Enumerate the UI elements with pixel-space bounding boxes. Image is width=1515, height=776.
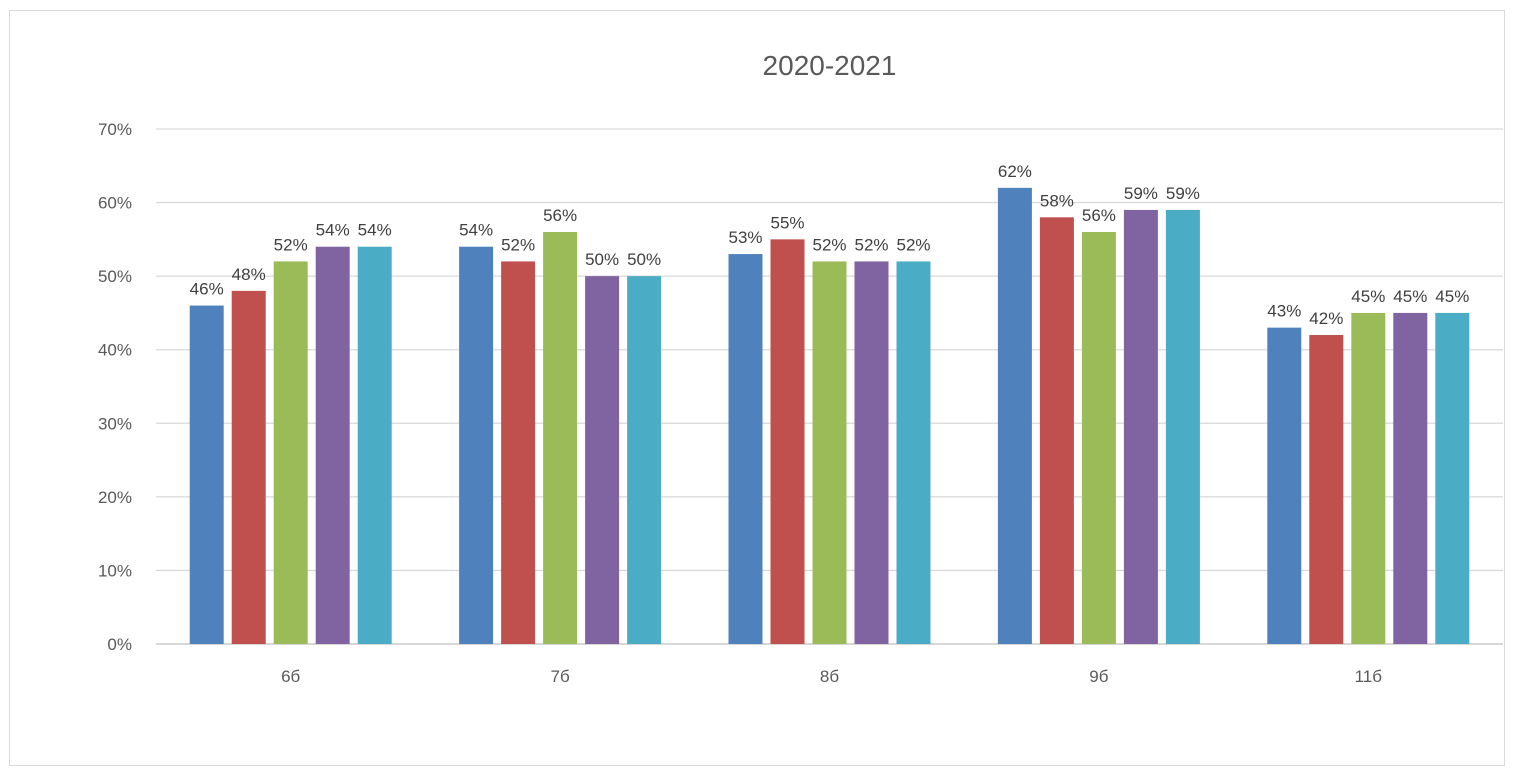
y-tick-label: 10% [98,561,132,580]
bar [627,276,662,644]
bar [585,276,620,644]
data-labels: 46% 48% 52% 54% 54% 54% 52% 56% 50% 50% 53% 55% 52% 5… [190,162,1470,328]
y-tick-label: 20% [98,488,132,507]
data-label: 59% [1166,184,1200,203]
data-label: 62% [998,162,1032,181]
y-tick-label: 60% [98,194,132,213]
bar [1165,209,1200,644]
x-tick-label: 9б [1089,667,1108,686]
data-label: 54% [316,221,350,240]
bar [1393,312,1428,644]
data-label: 42% [1309,309,1343,328]
data-label: 52% [812,235,846,254]
y-tick-label: 70% [98,120,132,139]
bar [231,290,266,644]
bar [770,239,805,644]
data-label: 52% [501,235,535,254]
data-label: 46% [190,280,224,299]
bar [501,261,536,644]
chart-title: 2020-2021 [763,50,897,81]
bar [1435,312,1470,644]
bar [1351,312,1386,644]
x-tick-label: 11б [1355,667,1383,686]
bars [189,187,1470,645]
data-label: 45% [1435,287,1469,306]
data-label: 50% [627,250,661,269]
y-tick-label: 30% [98,414,132,433]
data-label: 52% [854,235,888,254]
data-label: 54% [459,221,493,240]
data-label: 56% [1082,206,1116,225]
bar [1039,217,1074,645]
data-label: 53% [728,228,762,247]
data-label: 45% [1393,287,1427,306]
x-tick-label: 7б [550,667,569,686]
bar [997,187,1032,644]
data-label: 55% [770,213,804,232]
data-label: 45% [1351,287,1385,306]
bar [1123,209,1158,644]
bar [459,246,494,644]
bar [1081,232,1116,644]
data-label: 48% [232,265,266,284]
x-axis-ticks: 6б 7б 8б 9б 11б [281,667,1382,686]
bar [315,246,350,644]
bar [812,261,847,644]
bar [543,232,578,644]
data-label: 50% [585,250,619,269]
bar [854,261,889,644]
y-axis-ticks: 0% 10% 20% 30% 40% 50% 60% 70% [98,120,132,654]
x-tick-label: 6б [281,667,300,686]
bar [728,254,763,645]
bar [189,305,224,644]
data-label: 56% [543,206,577,225]
bar [357,246,392,644]
y-tick-label: 0% [107,635,132,654]
bar [273,261,308,644]
data-label: 43% [1267,302,1301,321]
data-label: 54% [358,221,392,240]
y-tick-label: 40% [98,341,132,360]
data-label: 52% [896,235,930,254]
bar [1267,327,1302,644]
x-tick-label: 8б [820,667,839,686]
data-label: 52% [274,235,308,254]
data-label: 59% [1124,184,1158,203]
y-tick-label: 50% [98,267,132,286]
data-label: 58% [1040,191,1074,210]
bar [896,261,931,644]
bar [1309,335,1344,644]
